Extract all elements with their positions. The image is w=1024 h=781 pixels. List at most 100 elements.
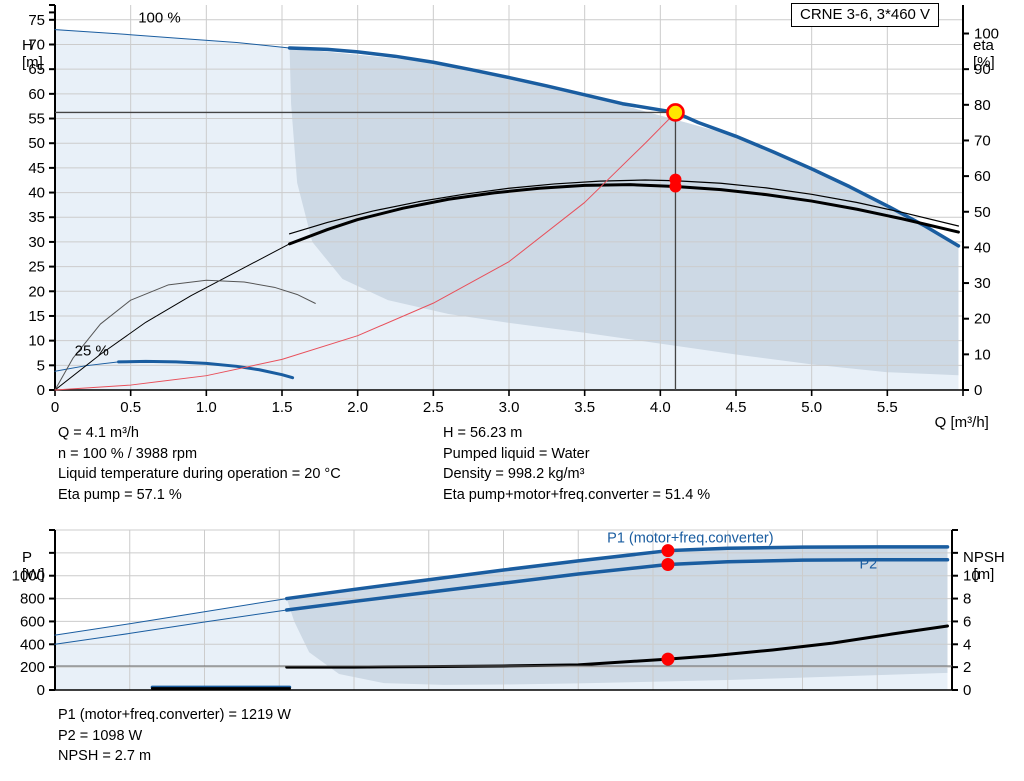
- h-tick-label: 15: [28, 308, 45, 325]
- p-tick-label: 800: [20, 591, 45, 608]
- series-label-1: P2: [860, 556, 878, 572]
- curve: [54, 598, 288, 636]
- curve: [54, 279, 316, 391]
- info-eta-pump: Eta pump = 57.1 %: [58, 486, 182, 503]
- info-pumped-liquid: Pumped liquid = Water: [443, 445, 590, 462]
- p-tick-label: 400: [20, 636, 45, 653]
- eta-tick-label: 60: [974, 168, 991, 185]
- eta-tick-label: 90: [974, 61, 991, 78]
- curve: [54, 609, 288, 645]
- npsh-axis-title: NPSH [m]: [963, 515, 1005, 617]
- npsh-tick-label: 0: [963, 682, 971, 699]
- q-tick-label: 0: [51, 399, 59, 415]
- p-tick-label: 0: [37, 682, 45, 699]
- eta-tick-label: 50: [974, 204, 991, 221]
- duty-point-marker: [666, 103, 685, 122]
- h-tick-label: 60: [28, 86, 45, 103]
- eta-tick-label: 100: [974, 26, 999, 43]
- eta-tick-label: 20: [974, 311, 991, 328]
- eta-tick-label: 80: [974, 97, 991, 114]
- q-tick-label: 0.5: [120, 399, 141, 415]
- curve: [117, 359, 295, 380]
- head-info-left: Q = 4.1 m³/h n = 100 % / 3988 rpm Liquid…: [58, 423, 341, 505]
- npsh-tick-label: 4: [963, 636, 971, 653]
- curve: [54, 29, 291, 49]
- h-tick-label: 20: [28, 283, 45, 300]
- q-tick-label: 1.0: [196, 399, 217, 415]
- curve: [54, 112, 676, 391]
- eta-tick-label: 0: [974, 382, 982, 399]
- head-chart: H [m] eta [%] Q [m³/h] CRNE 3-6, 3*460 V…: [0, 0, 1024, 431]
- curve: [287, 46, 961, 248]
- h-tick-label: 30: [28, 234, 45, 251]
- p-axis-title: P [W]: [22, 515, 45, 617]
- npsh-axis-title-text: NPSH [m]: [963, 549, 1005, 583]
- q-tick-label: 3.5: [574, 399, 595, 415]
- h-tick-label: 35: [28, 209, 45, 226]
- h-axis-title-text: H [m]: [22, 37, 43, 71]
- h-tick-label: 10: [28, 333, 45, 350]
- pump-title-text: CRNE 3-6, 3*460 V: [800, 6, 931, 23]
- power-info: P1 (motor+freq.converter) = 1219 W P2 = …: [58, 705, 291, 767]
- h-tick-label: 65: [28, 61, 45, 78]
- curve: [288, 183, 960, 246]
- speed-annotation-0: 100 %: [138, 9, 181, 26]
- p-tick-label: 200: [20, 659, 45, 676]
- info-eta-total: Eta pump+motor+freq.converter = 51.4 %: [443, 486, 711, 503]
- h-tick-label: 50: [28, 135, 45, 152]
- info-p2: P2 = 1098 W: [58, 727, 143, 744]
- curve: [284, 545, 950, 601]
- pump-title-box: CRNE 3-6, 3*460 V: [791, 3, 940, 27]
- h-tick-label: 55: [28, 111, 45, 128]
- q-tick-label: 1.5: [272, 399, 293, 415]
- head-chart-canvas[interactable]: 0 5 10 15 20 25 30 35 40 45 50 55 60 65 70 75 0 10 20 30 40 5…: [0, 0, 1024, 415]
- npsh-tick-label: 8: [963, 591, 971, 608]
- npsh-tick-label: 6: [963, 613, 971, 630]
- h-tick-label: 5: [37, 357, 45, 374]
- p-tick-label: 1000: [12, 568, 45, 585]
- info-head: H = 56.23 m: [443, 425, 523, 441]
- info-p1: P1 (motor+freq.converter) = 1219 W: [58, 707, 291, 723]
- speed-annotation-1: 25 %: [75, 342, 109, 359]
- q-tick-label: 3.0: [499, 399, 520, 415]
- eta-tick-label: 40: [974, 239, 991, 256]
- info-q: Q = 4.1 m³/h: [58, 425, 139, 441]
- head-info-right: H = 56.23 m Pumped liquid = Water Densit…: [443, 423, 710, 505]
- h-tick-label: 70: [28, 36, 45, 53]
- p2-marker: [661, 558, 675, 572]
- eta-pump-marker: [669, 180, 682, 193]
- q-axis-title-text: Q [m³/h]: [934, 414, 989, 431]
- curve: [284, 557, 950, 612]
- power-chart-canvas[interactable]: 0 200 400 600 800 1000 0 2 4 6 8 10 P1 (motor+freq.c…: [0, 512, 1024, 702]
- q-tick-label: 5.5: [877, 399, 898, 415]
- q-tick-label: 2.0: [347, 399, 368, 415]
- eta-tick-label: 10: [974, 346, 991, 363]
- eta-axis-title-text: eta [%]: [973, 37, 995, 71]
- h-tick-label: 45: [28, 160, 45, 177]
- info-density: Density = 998.2 kg/m³: [443, 466, 585, 482]
- h-tick-label: 75: [28, 12, 45, 29]
- info-liquid-temperature: Liquid temperature during operation = 20…: [58, 466, 341, 482]
- info-npsh: NPSH = 2.7 m: [58, 748, 152, 764]
- p-axis-title-text: P [W]: [22, 549, 45, 583]
- p1-marker: [661, 544, 675, 558]
- q-tick-label: 4.0: [650, 399, 671, 415]
- npsh-tick-label: 2: [963, 659, 971, 676]
- curve: [54, 243, 291, 391]
- info-speed: n = 100 % / 3988 rpm: [58, 445, 198, 462]
- p-tick-label: 600: [20, 613, 45, 630]
- h-tick-label: 25: [28, 259, 45, 276]
- npsh-marker: [661, 652, 675, 666]
- eta-tick-label: 70: [974, 132, 991, 149]
- q-tick-label: 5.0: [801, 399, 822, 415]
- h-tick-label: 0: [37, 382, 45, 399]
- h-tick-label: 40: [28, 185, 45, 202]
- q-axis-title: Q [m³/h]: [918, 397, 989, 448]
- power-chart: P [W] NPSH [m] 0 200 400 600 800 1000 0 2 4 6 8 10 P…: [0, 512, 1024, 702]
- eta-tick-label: 30: [974, 275, 991, 292]
- series-label-0: P1 (motor+freq.converter): [607, 531, 773, 547]
- h-axis-title: H [m]: [22, 3, 43, 105]
- q-tick-label: 4.5: [726, 399, 747, 415]
- q-tick-label: 2.5: [423, 399, 444, 415]
- eta-axis-title: eta [%]: [973, 3, 995, 105]
